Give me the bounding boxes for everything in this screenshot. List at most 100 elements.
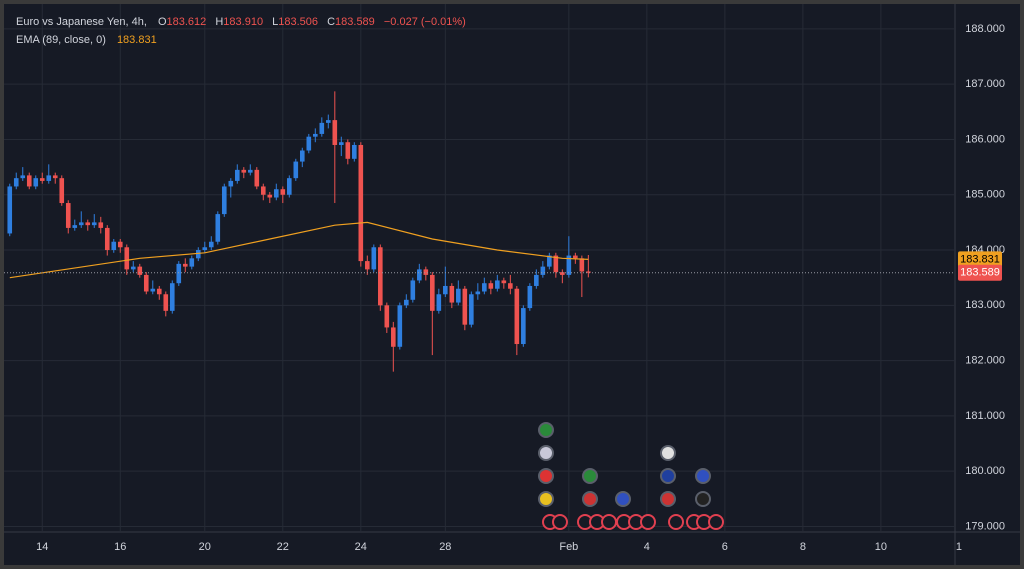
candle-body <box>488 283 494 289</box>
y-tick-label: 188.000 <box>965 23 1005 35</box>
candle-body <box>234 169 240 181</box>
event-flag <box>582 491 598 507</box>
candle-body <box>540 266 546 275</box>
candle-body <box>228 180 234 187</box>
candle-body <box>176 263 182 284</box>
candle-body <box>306 136 312 151</box>
candle-body <box>299 150 305 162</box>
candle-body <box>150 288 156 292</box>
candle-body <box>312 133 318 137</box>
candle-body <box>52 175 58 179</box>
candle-body <box>514 288 520 345</box>
candle-body <box>208 241 214 248</box>
event-icon <box>552 514 568 530</box>
candle-body <box>85 222 91 226</box>
candle-body <box>72 225 78 228</box>
ema-badge-label: 183.831 <box>960 253 1000 265</box>
candle-body <box>221 186 227 215</box>
x-tick-label: 8 <box>800 541 806 553</box>
candle-body <box>365 261 370 270</box>
candle-body <box>130 266 136 270</box>
candle-body <box>475 291 481 295</box>
event-flag <box>538 445 554 461</box>
candle-body <box>430 274 435 311</box>
y-tick-label: 186.000 <box>965 133 1005 145</box>
candle-body <box>462 288 468 325</box>
candle-body <box>371 247 377 270</box>
c-value: 183.589 <box>335 16 375 28</box>
candle-body <box>280 189 286 195</box>
candle-body <box>384 305 390 328</box>
candle-body <box>137 266 143 275</box>
candle-body <box>124 247 130 270</box>
candle-body <box>143 274 149 292</box>
candle-body <box>260 186 266 195</box>
candle-body <box>78 222 84 226</box>
candle-body <box>579 258 585 272</box>
candle-body <box>267 194 273 198</box>
candle-body <box>449 285 455 303</box>
candle-body <box>501 280 507 284</box>
event-icon <box>601 514 617 530</box>
candle-body <box>39 178 45 181</box>
candle-body <box>254 169 260 187</box>
event-icon <box>708 514 724 530</box>
candle-body <box>417 269 422 281</box>
candle-body <box>339 142 344 145</box>
y-tick-label: 181.000 <box>965 410 1005 422</box>
candle-body <box>391 327 396 347</box>
x-tick-label: 14 <box>36 541 48 553</box>
h-label: H <box>215 16 223 28</box>
x-tick-label: 28 <box>439 541 451 553</box>
event-flag <box>660 445 676 461</box>
candle-body <box>527 285 533 309</box>
candle-body <box>443 285 448 295</box>
candle-body <box>410 280 416 300</box>
ema-name: EMA (89, close, 0) <box>16 34 106 46</box>
l-label: L <box>272 16 278 28</box>
candle-body <box>469 294 474 325</box>
candle-body <box>495 280 500 289</box>
candle-body <box>111 241 117 251</box>
event-icon <box>668 514 684 530</box>
candle-body <box>534 274 539 286</box>
event-flag <box>538 422 554 438</box>
y-tick-label: 185.000 <box>965 189 1005 201</box>
ema-legend: EMA (89, close, 0) 183.831 <box>16 34 157 46</box>
candle-body <box>195 250 201 259</box>
candle-body <box>566 255 572 275</box>
candle-body <box>423 269 429 275</box>
candle-body <box>46 175 52 181</box>
candle-body <box>91 222 97 226</box>
candle-body <box>202 247 208 251</box>
y-tick-label: 180.000 <box>965 465 1005 477</box>
candle-body <box>59 178 65 204</box>
candle-body <box>156 288 162 295</box>
event-flag <box>582 468 598 484</box>
y-tick-label: 179.000 <box>965 520 1005 532</box>
o-value: 183.612 <box>167 16 207 28</box>
x-tick-label: Feb <box>559 541 578 553</box>
candle-body <box>247 169 253 173</box>
symbol: Euro vs Japanese Yen, 4h, <box>16 16 147 28</box>
change: −0.027 (−0.01%) <box>384 16 466 28</box>
x-tick-label: 6 <box>722 541 728 553</box>
price-badge-label: 183.589 <box>960 267 1000 279</box>
candle-body <box>33 178 39 187</box>
candle-body <box>358 144 364 262</box>
candle-body <box>98 222 104 228</box>
candle-body <box>345 142 351 159</box>
candle-body <box>436 294 442 311</box>
candle-body <box>456 288 461 303</box>
candle-body <box>169 283 175 311</box>
candle-body <box>273 189 279 198</box>
event-flag <box>538 468 554 484</box>
event-flag <box>695 468 711 484</box>
event-flag <box>660 491 676 507</box>
y-tick-label: 182.000 <box>965 355 1005 367</box>
x-tick-label: 10 <box>875 541 887 553</box>
y-tick-label: 187.000 <box>965 78 1005 90</box>
candle-body <box>241 169 247 173</box>
